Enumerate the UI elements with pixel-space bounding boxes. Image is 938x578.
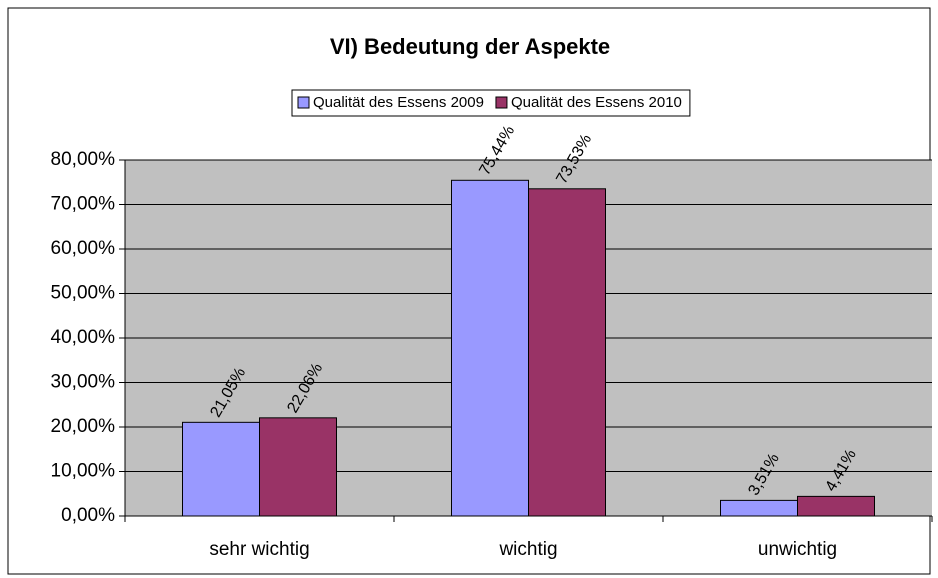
bar <box>797 495 875 517</box>
legend <box>291 89 691 117</box>
legend-swatch <box>297 96 310 109</box>
y-tick-label: 30,00% <box>51 372 116 393</box>
legend-swatch <box>495 96 508 109</box>
x-tick-label: wichtig <box>498 539 557 560</box>
x-tick-label: unwichtig <box>758 539 837 560</box>
y-tick-label: 10,00% <box>51 461 116 482</box>
y-tick-label: 50,00% <box>51 283 116 304</box>
y-tick-label: 40,00% <box>51 327 116 348</box>
bar <box>720 499 798 517</box>
legend-label: Qualität des Essens 2009 <box>313 94 484 111</box>
x-tick-label: sehr wichtig <box>209 539 309 560</box>
y-tick-label: 70,00% <box>51 194 116 215</box>
chart-title: VI) Bedeutung der Aspekte <box>330 34 610 59</box>
bar <box>259 417 337 517</box>
bar <box>182 421 260 517</box>
bar <box>528 188 606 517</box>
bar <box>451 179 529 517</box>
legend-label: Qualität des Essens 2010 <box>511 94 682 111</box>
y-tick-label: 20,00% <box>51 416 116 437</box>
y-tick-label: 0,00% <box>61 505 115 526</box>
y-tick-label: 60,00% <box>51 238 116 259</box>
y-tick-label: 80,00% <box>51 149 116 170</box>
